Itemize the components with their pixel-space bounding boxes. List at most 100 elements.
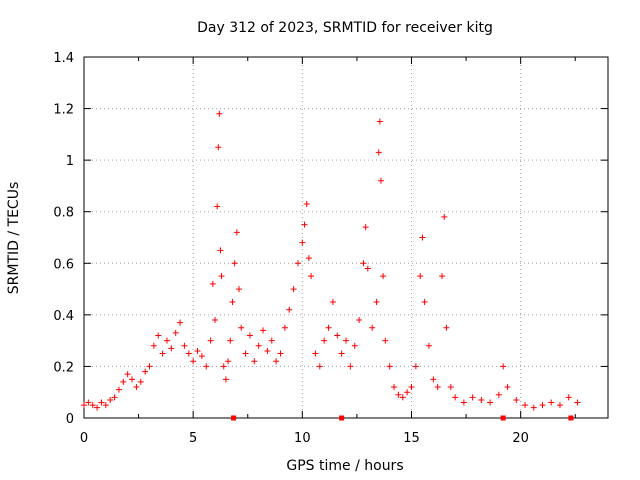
data-point — [305, 255, 312, 262]
y-tick-label: 1.4 — [53, 51, 74, 66]
x-tick-label: 10 — [294, 431, 311, 446]
data-point — [412, 363, 419, 370]
data-point — [377, 177, 384, 184]
data-point — [530, 404, 537, 411]
data-point — [343, 337, 349, 344]
data-point — [81, 402, 87, 409]
data-points — [81, 110, 581, 421]
data-point — [146, 363, 153, 370]
data-point — [255, 342, 262, 349]
x-tick-label: 20 — [512, 431, 529, 446]
data-point — [246, 332, 253, 339]
data-point — [209, 280, 216, 287]
data-point — [419, 234, 426, 241]
data-point — [120, 378, 127, 385]
data-point — [231, 260, 238, 267]
data-point — [207, 337, 214, 344]
plot-frame — [83, 56, 609, 419]
data-point — [447, 384, 454, 391]
data-point — [417, 273, 424, 280]
data-point — [236, 286, 243, 293]
data-point — [225, 358, 232, 365]
x-tick-label: 15 — [403, 431, 420, 446]
data-point — [460, 399, 467, 406]
data-point — [233, 229, 240, 236]
data-point — [137, 378, 144, 385]
x-axis-label: GPS time / hours — [286, 458, 403, 474]
data-point — [375, 149, 382, 156]
data-point — [421, 298, 428, 305]
data-point — [281, 324, 288, 331]
data-point — [159, 350, 166, 357]
data-point — [94, 404, 101, 411]
data-point — [425, 342, 432, 349]
y-tick-label: 1 — [66, 154, 74, 169]
data-point — [364, 265, 371, 272]
data-point — [299, 239, 306, 246]
data-point — [155, 332, 162, 339]
data-point — [574, 399, 581, 406]
data-point — [376, 118, 383, 125]
data-point — [294, 260, 301, 267]
data-point — [303, 200, 310, 207]
data-point — [218, 273, 225, 280]
x-tick-label: 5 — [189, 431, 197, 446]
data-point — [548, 399, 555, 406]
data-point — [565, 394, 572, 401]
data-point — [522, 402, 529, 409]
grid-lines — [84, 57, 608, 418]
axis-ticks — [83, 56, 608, 419]
data-point — [185, 350, 192, 357]
data-point — [495, 391, 502, 398]
data-point — [198, 353, 205, 360]
y-tick-label: 0.2 — [53, 360, 74, 375]
data-point — [399, 394, 406, 401]
data-point — [142, 368, 149, 375]
data-point — [168, 345, 175, 352]
data-point — [391, 384, 398, 391]
data-point — [556, 402, 563, 409]
data-point — [439, 273, 446, 280]
data-point — [222, 376, 229, 383]
data-point — [338, 350, 345, 357]
data-point — [264, 347, 271, 354]
x-tick-label: 0 — [80, 431, 88, 446]
data-point — [129, 376, 136, 383]
data-point — [85, 399, 92, 406]
data-point — [469, 394, 476, 401]
y-tick-label: 0.6 — [53, 257, 74, 272]
x-tick-labels: 0 5 10 15 20 — [80, 431, 529, 446]
data-point — [150, 342, 157, 349]
data-point — [115, 386, 122, 393]
data-point — [369, 324, 376, 331]
y-tick-label: 0 — [66, 412, 74, 427]
data-point — [334, 332, 341, 339]
data-point — [268, 337, 275, 344]
zero-point-marker — [500, 415, 506, 421]
data-point — [380, 273, 387, 280]
data-point — [513, 396, 520, 403]
data-point — [539, 402, 546, 409]
data-point — [312, 350, 319, 357]
data-point — [301, 221, 308, 228]
y-tick-labels: 0 0.2 0.4 0.6 0.8 1 1.2 1.4 — [53, 51, 74, 427]
data-point — [329, 298, 336, 305]
data-point — [373, 298, 380, 305]
data-point — [430, 376, 437, 383]
zero-point-marker — [568, 415, 574, 421]
data-point — [260, 327, 267, 334]
data-point — [217, 247, 224, 254]
data-point — [227, 337, 234, 344]
data-point — [434, 384, 441, 391]
data-point — [220, 363, 227, 370]
data-point — [408, 384, 415, 391]
data-point — [356, 317, 363, 324]
data-point — [163, 337, 170, 344]
data-point — [238, 324, 245, 331]
y-tick-label: 0.4 — [53, 309, 74, 324]
data-point — [386, 363, 393, 370]
data-point — [89, 402, 96, 409]
data-point — [203, 363, 210, 370]
data-point — [133, 384, 140, 391]
